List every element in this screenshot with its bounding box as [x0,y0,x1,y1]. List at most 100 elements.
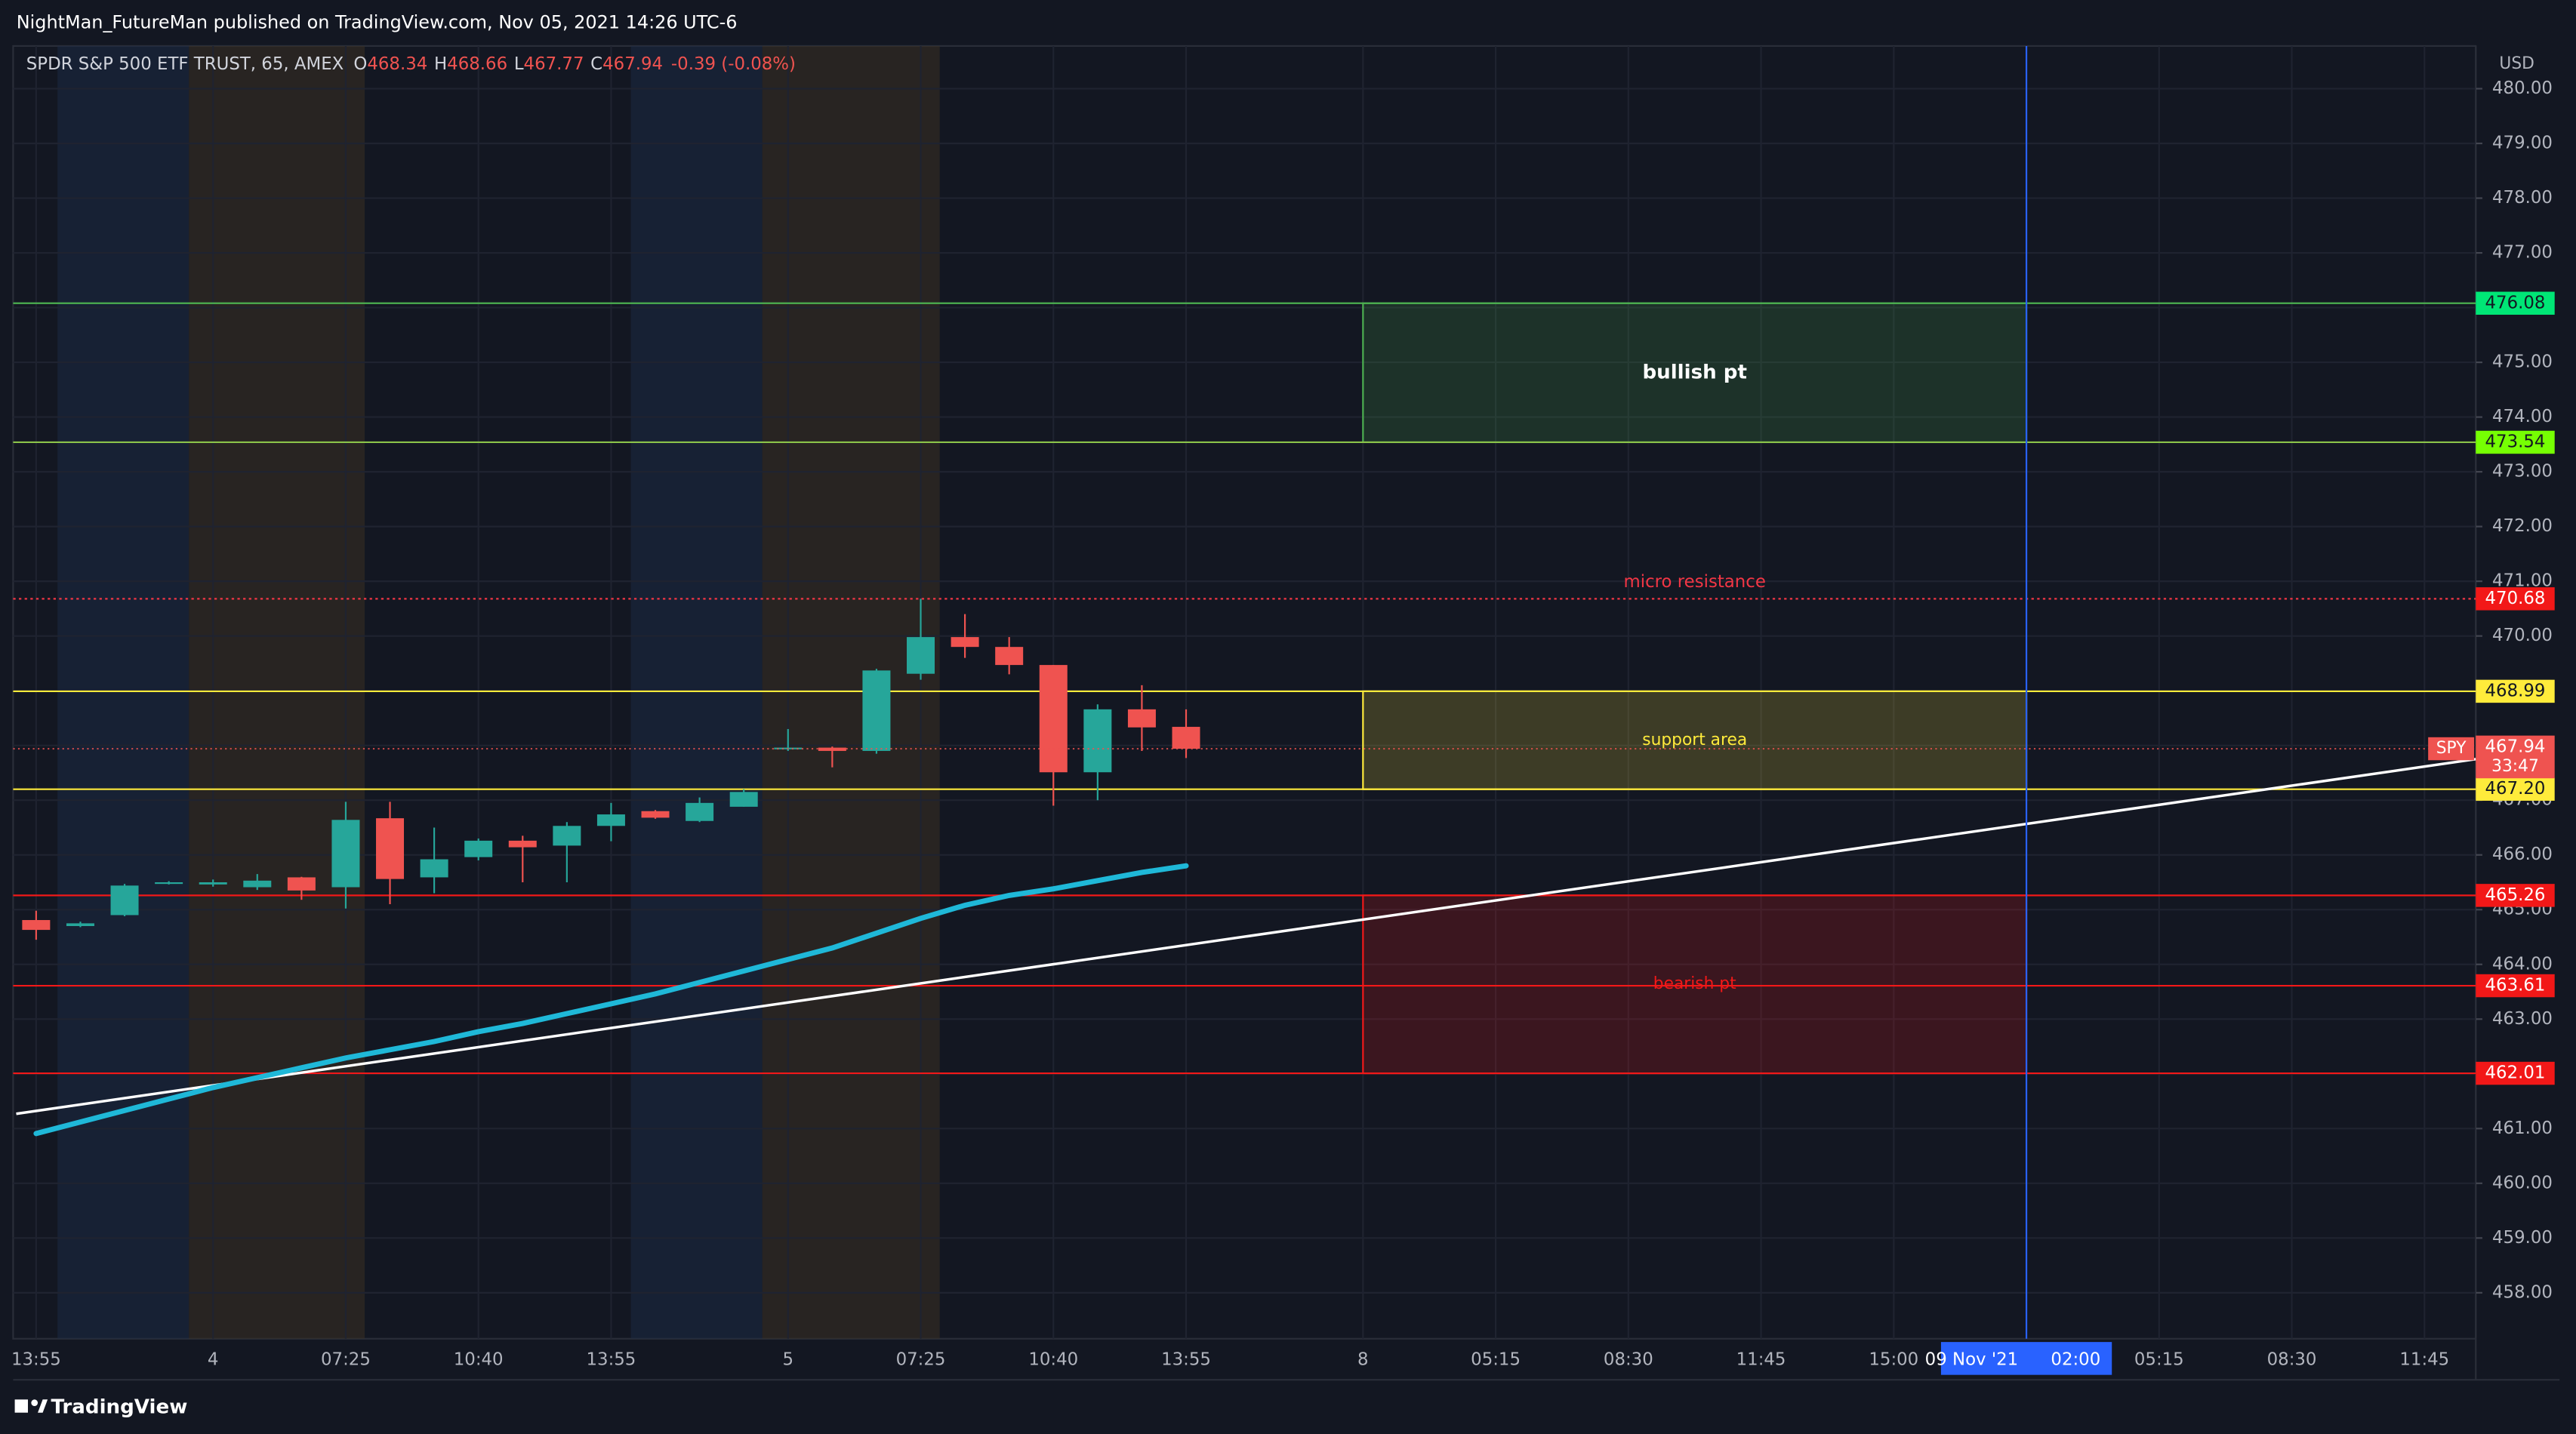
y-tick-label: 466.00 [2492,845,2553,864]
x-tick-label: 5 [782,1350,793,1370]
last-price-label: 467.94 [2485,737,2546,756]
currency: USD [2499,54,2534,73]
legend-key: C [590,54,602,73]
candle-body [862,670,891,751]
legend-key: L [514,54,524,73]
candle-body [1127,709,1156,728]
candle-body [420,859,448,878]
candle-body [376,818,405,879]
candle-body [243,880,272,888]
legend-symbol: SPDR S&P 500 ETF TRUST, 65, AMEX [26,54,344,73]
session-shade [630,45,763,1339]
x-tick-label: 07:25 [321,1350,371,1370]
candle-body [729,792,758,807]
candle-body [199,882,227,885]
x-tick-label: 05:15 [2134,1350,2184,1370]
session-shade [189,45,365,1339]
y-tick-label: 472.00 [2492,516,2553,536]
cursor-time: 02:00 [2051,1350,2100,1370]
legend-key: O [353,54,367,73]
candle-body [553,826,581,846]
candle-body [22,920,51,931]
plot-area [12,45,2477,1340]
candle-body [1083,709,1112,773]
level-price-label: 468.99 [2485,681,2546,700]
cursor-label-box [1940,1342,2112,1375]
candle-body [155,882,183,885]
symbol-tag: SPY [2436,739,2467,758]
y-tick-label: 458.00 [2492,1282,2553,1302]
legend: SPDR S&P 500 ETF TRUST, 65, AMEX O468.34 H… [26,54,796,73]
zone-label: bearish pt [1653,974,1736,993]
y-tick-label: 460.00 [2492,1173,2553,1192]
level-price-label: 467.20 [2485,779,2546,799]
level-price-box [2476,587,2555,611]
level-price-box [2476,1061,2555,1085]
logo-shape [31,1399,39,1407]
legend-value: 467.94 [602,54,663,73]
x-tick-label: 11:45 [2399,1350,2449,1370]
moving-average [33,863,1189,1137]
candle-body [995,647,1024,666]
x-tick-label: 08:30 [2267,1350,2317,1370]
y-tick-label: 474.00 [2492,407,2553,426]
legend-value: 467.77 [524,54,584,73]
candle-body [641,811,670,818]
x-tick-label: 13:55 [587,1350,636,1370]
legend-value: 468.34 [367,54,427,73]
candle-body [508,840,537,848]
y-tick-label: 464.00 [2492,954,2553,974]
candle-body [66,923,94,926]
candle-body [596,814,625,826]
candle-body [686,802,714,821]
candle-body [907,637,935,674]
level-price-label: 476.08 [2485,293,2546,312]
x-tick-label: 13:55 [1161,1350,1211,1370]
level-price-label: 462.01 [2485,1063,2546,1083]
y-tick-label: 473.00 [2492,462,2553,482]
legend-change: -0.39 (-0.08%) [671,54,796,73]
session-shade [762,45,940,1339]
symbol-tag-box [2428,737,2475,761]
candle-body [1039,665,1068,773]
x-tick-label: 10:40 [454,1350,504,1370]
y-tick-label: 480.00 [2492,78,2553,98]
x-tick-label: 08:30 [1604,1350,1653,1370]
level-price-box [2476,679,2555,703]
x-tick-label: 10:40 [1028,1350,1078,1370]
level-price-label: 463.61 [2485,976,2546,995]
cursor-date: 09 Nov '21 [1925,1350,2019,1370]
y-tick-label: 470.00 [2492,626,2553,645]
level-price-label: 465.26 [2485,885,2546,905]
level-price-box [2476,974,2555,998]
x-tick-label: 15:00 [1869,1350,1918,1370]
zone-label: bullish pt [1642,361,1747,383]
y-tick-label: 479.00 [2492,134,2553,153]
legend-value: 468.66 [447,54,507,73]
level-price-label: 470.68 [2485,589,2546,608]
zone [1362,894,2028,1075]
logo-shape [38,1399,48,1413]
candle-body [1172,727,1200,749]
candle-body [287,877,316,891]
y-tick-label: 459.00 [2492,1228,2553,1248]
x-tick-label: 13:55 [11,1350,61,1370]
x-tick-label: 11:45 [1736,1350,1786,1370]
y-tick-label: 478.00 [2492,188,2553,208]
candle-body [464,840,493,857]
legend-key: H [434,54,447,73]
y-tick-label: 461.00 [2492,1119,2553,1138]
countdown: 33:47 [2491,757,2539,776]
logo-shape [14,1399,28,1413]
level-price-box [2476,291,2555,315]
level-price-box [2476,777,2555,801]
level-price-box [2476,884,2555,907]
zone [1362,302,2028,444]
last-price-box [2476,735,2555,779]
level-price-label: 473.54 [2485,432,2546,451]
x-tick-label: 05:15 [1471,1350,1521,1370]
x-tick-label: 07:25 [896,1350,946,1370]
y-tick-label: 463.00 [2492,1009,2553,1029]
level-annotation: micro resistance [1623,572,1765,592]
